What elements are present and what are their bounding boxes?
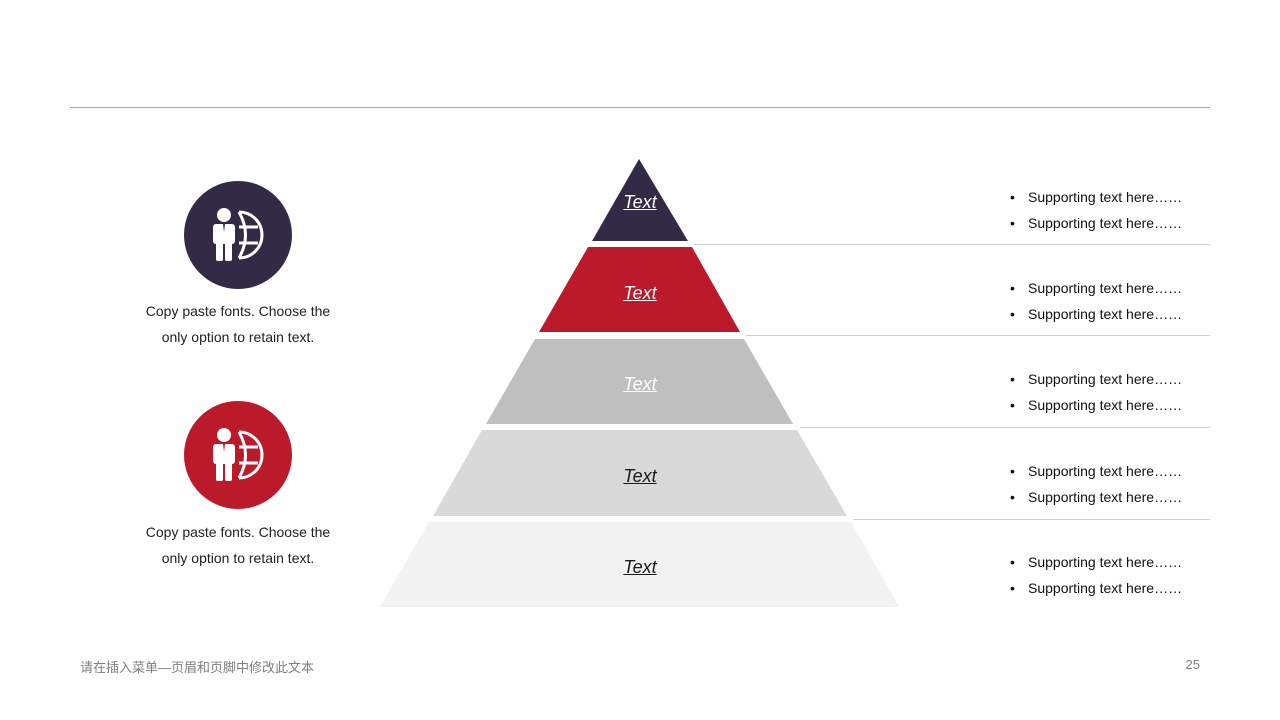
bullet-item[interactable]: Supporting text here…… <box>1010 549 1210 575</box>
pyramid-tier-4[interactable] <box>433 430 847 516</box>
tier-2-label[interactable]: Text <box>623 283 657 303</box>
feature-1-icon-circle[interactable] <box>184 181 292 289</box>
feature-1-caption: Copy paste fonts. Choose the only option… <box>118 298 358 350</box>
bullet-item[interactable]: Supporting text here…… <box>1010 392 1210 418</box>
tier-separator <box>746 335 1210 336</box>
footer-text[interactable]: 请在插入菜单—页眉和页脚中修改此文本 <box>80 660 315 675</box>
header-divider <box>70 107 1210 108</box>
pyramid-tier-5[interactable] <box>380 522 899 607</box>
bullet-item[interactable]: Supporting text here…… <box>1010 575 1210 601</box>
bullet-item[interactable]: Supporting text here…… <box>1010 301 1210 327</box>
caption-line: Copy paste fonts. Choose the <box>145 524 331 540</box>
pyramid-tier-3[interactable] <box>486 339 793 424</box>
bullet-item[interactable]: Supporting text here…… <box>1010 458 1210 484</box>
bullet-item[interactable]: Supporting text here…… <box>1010 484 1210 510</box>
tier-4-label[interactable]: Text <box>623 466 657 486</box>
tier-separator <box>800 427 1210 428</box>
page-number: 25 <box>1185 657 1200 672</box>
tier-1-bullets: Supporting text here…… Supporting text h… <box>1010 184 1210 236</box>
tier-5-bullets: Supporting text here…… Supporting text h… <box>1010 549 1210 601</box>
businessman-globe-icon <box>213 208 264 261</box>
bullet-item[interactable]: Supporting text here…… <box>1010 210 1210 236</box>
tier-3-bullets: Supporting text here…… Supporting text h… <box>1010 366 1210 418</box>
tier-2-bullets: Supporting text here…… Supporting text h… <box>1010 275 1210 327</box>
caption-line: Copy paste fonts. Choose the <box>145 303 331 319</box>
tier-3-label[interactable]: Text <box>623 374 657 394</box>
tier-1-label[interactable]: Text <box>623 192 657 212</box>
businessman-globe-icon <box>213 428 264 481</box>
tier-separator <box>853 519 1210 520</box>
bullet-item[interactable]: Supporting text here…… <box>1010 366 1210 392</box>
bullet-item[interactable]: Supporting text here…… <box>1010 184 1210 210</box>
feature-2-caption: Copy paste fonts. Choose the only option… <box>118 519 358 571</box>
bullet-item[interactable]: Supporting text here…… <box>1010 275 1210 301</box>
feature-2-icon-circle[interactable] <box>184 401 292 509</box>
caption-line: only option to retain text. <box>161 550 315 566</box>
caption-line: only option to retain text. <box>161 329 315 345</box>
pyramid-tier-1[interactable] <box>592 159 688 241</box>
tier-separator <box>694 244 1210 245</box>
pyramid-tier-2[interactable] <box>539 247 740 332</box>
tier-5-label[interactable]: Text <box>623 557 657 577</box>
tier-4-bullets: Supporting text here…… Supporting text h… <box>1010 458 1210 510</box>
